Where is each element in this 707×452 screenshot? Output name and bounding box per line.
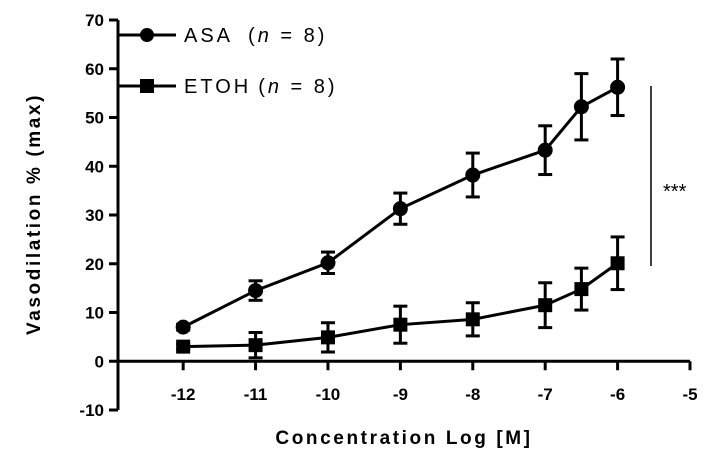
y-tick-label: 40	[85, 157, 104, 176]
y-tick-label: -10	[79, 401, 104, 420]
data-point	[392, 201, 408, 217]
data-point	[175, 319, 191, 335]
legend-label-asa: ASA (n = 8)	[184, 25, 327, 47]
data-point	[537, 142, 553, 158]
y-tick-label: 50	[85, 109, 104, 128]
y-tick-label: 70	[85, 11, 104, 30]
x-axis-title: Concentration Log [M]	[275, 428, 532, 449]
series-line-asa	[182, 85, 619, 329]
data-point	[465, 167, 481, 183]
series-layer	[175, 57, 626, 360]
x-tick-label: -7	[538, 385, 553, 404]
legend: ASA (n = 8) ETOH (n = 8)	[118, 25, 338, 98]
x-tick-label: -12	[171, 385, 196, 404]
x-tick-label: -6	[610, 385, 625, 404]
x-axis-ticks: -12 -11 -10 -9 -8 -7 -6 -5	[171, 361, 698, 404]
x-tick-label: -9	[393, 385, 408, 404]
data-point	[320, 255, 336, 271]
data-point	[573, 99, 589, 115]
data-point	[538, 298, 553, 313]
series-asa	[175, 57, 626, 335]
legend-item-etoh: ETOH (n = 8)	[118, 76, 338, 98]
y-tick-label: 30	[85, 206, 104, 225]
y-tick-label: 60	[85, 60, 104, 79]
data-point	[610, 79, 626, 95]
y-axis-ticks: -10 0 10 20 30 40 50 60 70	[79, 11, 118, 420]
x-tick-label: -8	[465, 385, 480, 404]
y-tick-label: 0	[95, 352, 104, 371]
data-point	[248, 283, 264, 299]
y-axis-title: Vasodilation % (max)	[24, 93, 45, 335]
data-point	[574, 282, 589, 297]
y-tick-label: 10	[85, 304, 104, 323]
legend-marker-circle	[140, 28, 154, 42]
y-tick-label: 20	[85, 255, 104, 274]
legend-marker-square	[140, 79, 154, 93]
data-point	[393, 317, 408, 332]
series-etoh	[176, 235, 625, 360]
legend-item-asa: ASA (n = 8)	[118, 25, 327, 47]
x-tick-label: -10	[316, 385, 341, 404]
significance-annotation: ***	[663, 181, 687, 203]
legend-label-etoh: ETOH (n = 8)	[184, 76, 338, 98]
x-tick-label: -5	[682, 385, 697, 404]
data-point	[465, 312, 480, 327]
data-point	[248, 338, 263, 353]
data-point	[176, 339, 191, 354]
data-point	[610, 256, 625, 271]
x-tick-label: -11	[244, 385, 268, 404]
data-point	[320, 330, 335, 345]
